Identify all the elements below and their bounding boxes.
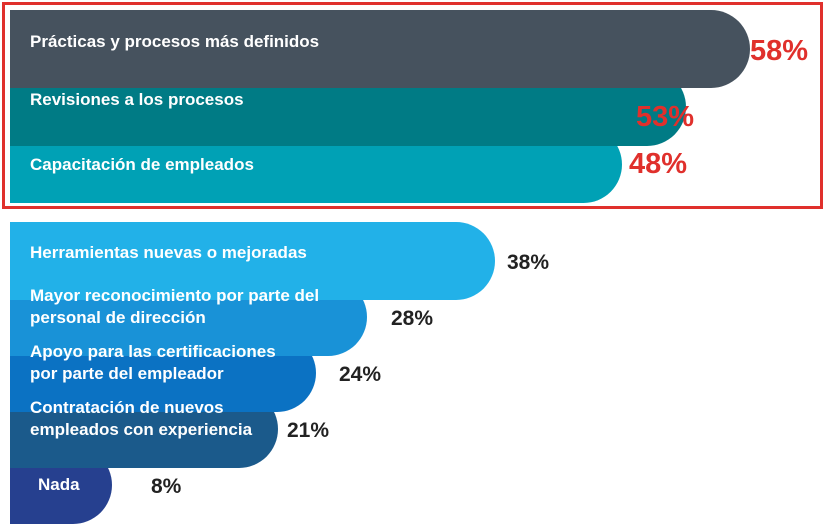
value-label-2: 53% [636,101,695,133]
category-label-6: Apoyo para las certificaciones por parte … [30,342,276,383]
bar-4 [10,222,495,300]
category-label-2: Revisiones a los procesos [30,90,244,109]
value-label-5: 28% [391,307,434,330]
category-label-7: Contratación de nuevos empleados con expe… [30,398,253,439]
value-label-4: 38% [507,251,550,274]
category-label-8: Nada [38,475,80,494]
value-label-7: 21% [287,419,330,442]
value-label-1: 58% [750,35,809,67]
value-label-3: 48% [629,148,688,180]
category-label-1: Prácticas y procesos más definidos [30,32,320,51]
bar-1 [10,10,750,88]
category-label-4: Herramientas nuevas o mejoradas [30,243,307,262]
value-label-6: 24% [339,363,382,386]
category-label-5: Mayor reconocimiento por parte del person… [30,286,320,327]
value-label-8: 8% [151,475,182,498]
category-label-3: Capacitación de empleados [30,155,254,174]
